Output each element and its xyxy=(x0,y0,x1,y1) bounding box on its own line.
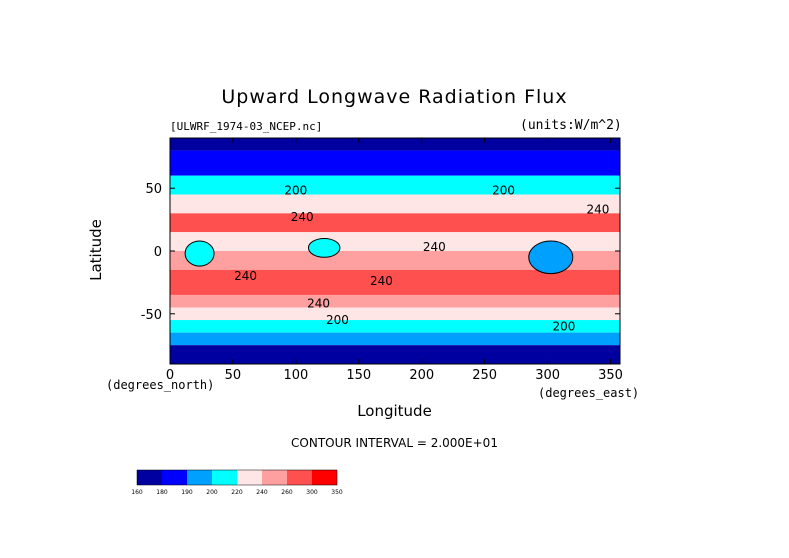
x-axis-label: Longitude xyxy=(357,402,432,420)
contour-label: 240 xyxy=(587,203,610,217)
contour-label: 240 xyxy=(423,240,446,254)
colorbar-frame xyxy=(136,469,338,486)
latitude-band xyxy=(170,307,620,321)
colorbar-label: 350 xyxy=(331,489,343,496)
colorbar-label: 180 xyxy=(156,489,168,496)
latitude-band xyxy=(170,175,620,195)
dataset-name: [ULWRF_1974-03_NCEP.nc] xyxy=(170,120,323,133)
colorbar-label: 160 xyxy=(131,489,143,496)
colorbar-label: 260 xyxy=(281,489,293,496)
x-axis-ticks: 0 50 100 150 200 250 300 350 xyxy=(166,138,623,383)
y-axis-ticks: 50 0 -50 xyxy=(141,182,620,323)
colorbar-swatch xyxy=(137,470,162,485)
contour-label: 240 xyxy=(234,269,257,283)
colorbar-label: 200 xyxy=(206,489,218,496)
latitude-band xyxy=(170,138,620,151)
contour-label: 200 xyxy=(492,184,515,198)
x-tick-label: 300 xyxy=(535,368,560,383)
latitude-band xyxy=(170,269,620,295)
x-axis-unit-label: (degrees_east) xyxy=(538,386,640,400)
y-tick-label: -50 xyxy=(141,308,162,323)
colorbar-swatch xyxy=(237,470,262,485)
colorbar-swatch xyxy=(212,470,237,485)
contour-fill-bands xyxy=(170,138,620,364)
x-tick-label: 150 xyxy=(346,368,371,383)
y-axis-unit-label: (degrees_north) xyxy=(106,378,215,392)
units-label: (units:W/m^2) xyxy=(520,118,622,133)
colorbar-swatch xyxy=(312,470,337,485)
colorbar-label: 300 xyxy=(306,489,318,496)
latitude-band xyxy=(170,345,620,364)
x-tick-label: 0 xyxy=(166,368,174,383)
colorbar: 160 180 190 200 220 240 260 300 350 xyxy=(131,469,343,496)
south-america-cold-patch xyxy=(528,240,574,275)
colorbar-swatch xyxy=(287,470,312,485)
colorbar-swatch xyxy=(187,470,212,485)
contour-label: 200 xyxy=(326,313,349,327)
x-tick-label: 50 xyxy=(225,368,242,383)
y-tick-label: 50 xyxy=(145,182,162,197)
colorbar-swatch xyxy=(162,470,187,485)
x-tick-label: 200 xyxy=(409,368,434,383)
contour-label: 240 xyxy=(370,274,393,288)
contour-label: 200 xyxy=(553,319,576,333)
latitude-band xyxy=(170,320,620,333)
chart-title: Upward Longwave Radiation Flux xyxy=(221,86,568,108)
contour-label: 200 xyxy=(284,184,307,198)
contour-interval-note: CONTOUR INTERVAL = 2.000E+01 xyxy=(291,436,498,450)
contour-labels: 200 200 240 240 240 240 240 240 200 200 xyxy=(234,184,609,334)
africa-cold-patch xyxy=(184,240,215,267)
x-tick-label: 250 xyxy=(472,368,497,383)
latitude-band xyxy=(170,251,620,270)
latitude-band xyxy=(170,194,620,214)
x-tick-label: 350 xyxy=(598,368,623,383)
latitude-band xyxy=(170,150,620,176)
contour-label: 240 xyxy=(307,297,330,311)
maritime-continent-cold-patch xyxy=(307,237,341,258)
latitude-band xyxy=(170,294,620,308)
contour-features xyxy=(184,237,574,275)
colorbar-label: 240 xyxy=(256,489,268,496)
colorbar-label: 190 xyxy=(181,489,193,496)
contour-label: 240 xyxy=(291,210,314,224)
latitude-band xyxy=(170,213,620,233)
latitude-band xyxy=(170,232,620,251)
x-tick-label: 100 xyxy=(283,368,308,383)
y-tick-label: 0 xyxy=(154,245,162,260)
colorbar-swatch xyxy=(262,470,287,485)
latitude-band xyxy=(170,332,620,346)
colorbar-label: 220 xyxy=(231,489,243,496)
